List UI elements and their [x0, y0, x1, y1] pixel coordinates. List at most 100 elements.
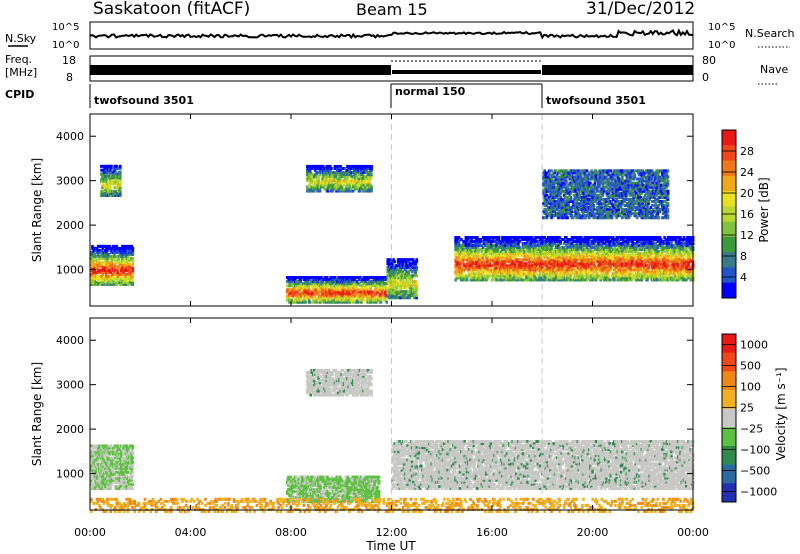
data-cell	[362, 171, 365, 175]
data-cell	[313, 276, 316, 280]
data-cell	[292, 292, 296, 296]
data-cell	[503, 236, 507, 240]
data-cell	[359, 292, 362, 296]
data-cell	[471, 260, 475, 264]
data-cell	[481, 272, 485, 276]
data-cell	[116, 166, 120, 170]
data-cell	[351, 189, 355, 193]
data-cell	[352, 280, 355, 284]
data-cell	[128, 252, 131, 256]
data-cell	[367, 164, 371, 168]
data-cell	[520, 270, 524, 274]
data-cell	[514, 274, 518, 278]
data-cell	[352, 300, 355, 304]
data-cell	[479, 276, 483, 280]
freq-tick-top: 18	[62, 54, 76, 67]
data-cell	[115, 244, 118, 248]
data-cell	[379, 298, 383, 302]
data-cell	[365, 171, 369, 175]
data-cell	[316, 292, 320, 296]
data-cell	[463, 250, 467, 254]
data-cell	[326, 189, 330, 193]
data-cell	[486, 266, 489, 270]
data-cell	[98, 280, 101, 284]
data-cell	[462, 252, 465, 256]
data-cell	[364, 179, 368, 183]
data-cell	[462, 242, 465, 246]
data-cell	[308, 278, 312, 282]
data-cell	[370, 282, 374, 286]
data-cell	[314, 288, 318, 292]
data-cell	[334, 171, 338, 175]
data-cell	[474, 268, 478, 272]
data-cell	[471, 270, 475, 274]
data-cell	[316, 171, 319, 175]
data-cell	[488, 248, 492, 252]
data-cell	[469, 258, 472, 262]
data-cell	[124, 268, 128, 272]
data-cell	[411, 258, 415, 262]
data-cell	[105, 178, 109, 182]
data-cell	[504, 266, 508, 270]
data-cell	[317, 164, 321, 168]
data-cell	[411, 292, 415, 296]
data-cell	[325, 187, 329, 191]
data-cell	[331, 280, 335, 284]
data-cell	[492, 260, 495, 264]
data-cell	[518, 260, 521, 264]
data-cell	[454, 254, 457, 258]
data-cell	[131, 282, 135, 286]
data-cell	[107, 246, 110, 250]
data-cell	[324, 300, 328, 304]
data-cell	[124, 264, 128, 268]
data-cell	[359, 169, 363, 173]
data-cell	[409, 262, 413, 266]
data-cell	[319, 298, 322, 302]
data-cell	[368, 280, 371, 284]
data-cell	[311, 177, 315, 181]
data-cell	[456, 238, 460, 242]
data-cell	[400, 258, 403, 262]
data-cell	[288, 278, 291, 282]
data-cell	[514, 240, 518, 244]
data-cell	[391, 264, 394, 268]
data-cell	[362, 298, 366, 302]
data-cell	[545, 262, 549, 266]
data-cell	[115, 264, 118, 268]
data-cell	[410, 276, 414, 280]
data-cell	[505, 264, 509, 268]
data-cell	[115, 194, 119, 197]
data-cell	[106, 166, 110, 170]
data-cell	[333, 296, 337, 300]
power-marks	[89, 114, 695, 306]
data-cell	[375, 286, 378, 290]
data-cell	[407, 260, 410, 264]
data-cell	[510, 268, 513, 272]
data-cell	[461, 250, 464, 254]
data-cell	[388, 258, 392, 262]
data-cell	[107, 252, 110, 256]
data-cell	[113, 168, 117, 172]
nave-label: Nave	[760, 63, 788, 76]
data-cell	[498, 260, 502, 264]
data-cell	[355, 284, 359, 288]
data-cell	[357, 179, 361, 183]
data-cell	[342, 187, 346, 191]
data-cell	[122, 258, 125, 262]
data-cell	[386, 290, 390, 294]
data-cell	[455, 270, 459, 274]
data-cell	[528, 238, 532, 242]
data-cell	[372, 290, 376, 294]
data-cell	[528, 256, 532, 260]
data-cell	[375, 280, 378, 284]
data-cell	[308, 183, 311, 187]
data-cell	[492, 264, 495, 268]
data-cell	[405, 260, 408, 264]
data-cell	[499, 254, 503, 258]
data-cell	[351, 183, 355, 187]
data-cell	[413, 294, 416, 298]
data-cell	[496, 250, 500, 254]
data-cell	[403, 296, 407, 300]
data-cell	[607, 274, 610, 278]
data-cell	[96, 270, 100, 274]
